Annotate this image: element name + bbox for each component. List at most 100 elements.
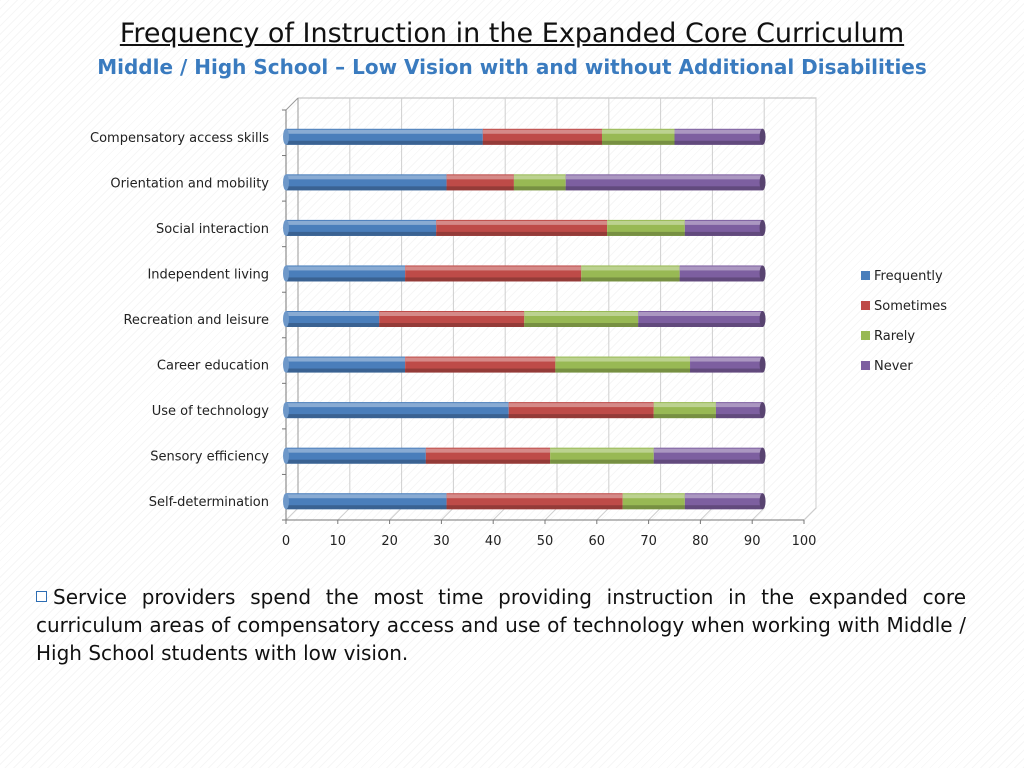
- x-tick-label: 40: [485, 534, 502, 549]
- bar-highlight: [482, 129, 602, 134]
- chart-grid: [285, 97, 817, 521]
- bar-start-cap: [283, 356, 289, 373]
- bar-highlight: [524, 312, 639, 316]
- category-label: Compensatory access skills: [90, 131, 269, 146]
- x-tick-label: 100: [792, 534, 817, 549]
- bar-end-cap: [759, 174, 766, 191]
- bar-shadow: [405, 277, 582, 282]
- bar-highlight: [601, 129, 675, 134]
- bar-highlight: [379, 312, 525, 316]
- bar-shadow: [653, 414, 716, 419]
- bar-end-cap: [759, 356, 766, 373]
- gridline-floor: [596, 507, 610, 521]
- bar-shadow: [286, 414, 509, 419]
- bar-shadow: [653, 459, 763, 464]
- bar-shadow: [601, 140, 675, 145]
- bar-shadow: [684, 505, 763, 510]
- bar-highlight: [405, 266, 582, 271]
- bar-highlight: [286, 129, 483, 134]
- bar-shadow: [446, 186, 514, 191]
- bar-shadow: [286, 231, 437, 236]
- bar-shadow: [286, 186, 447, 191]
- bar-highlight: [286, 494, 447, 499]
- bar-shadow: [286, 323, 380, 327]
- bar-start-cap: [283, 265, 289, 282]
- bar-shadow: [286, 277, 406, 282]
- x-tick-label: 80: [692, 534, 709, 549]
- bar-shadow: [436, 231, 608, 236]
- category-label: Career education: [157, 359, 269, 374]
- bar-shadow: [684, 231, 763, 236]
- bar-shadow: [379, 323, 525, 327]
- bar-highlight: [286, 266, 406, 271]
- gridline-floor: [389, 507, 402, 521]
- bar-start-cap: [283, 174, 289, 191]
- bar-highlight: [286, 403, 509, 408]
- legend-label-frequently: Frequently: [874, 269, 943, 284]
- bar-shadow: [446, 505, 623, 510]
- gridline-floor: [648, 507, 661, 521]
- bar-highlight: [405, 357, 556, 362]
- gridline-floor: [544, 507, 558, 521]
- x-tick-label: 10: [330, 534, 347, 549]
- bar-highlight: [690, 357, 763, 362]
- summary-note: Service providers spend the most time pr…: [36, 583, 966, 667]
- y-axis-wall-top: [285, 97, 299, 111]
- bar-start-cap: [283, 493, 289, 510]
- bar-highlight: [550, 448, 654, 453]
- bar-highlight: [286, 220, 437, 225]
- x-tick-label: 70: [640, 534, 657, 549]
- bar-highlight: [653, 403, 716, 408]
- bar-shadow: [513, 186, 566, 191]
- bar-end-cap: [759, 493, 766, 510]
- bar-start-cap: [283, 402, 289, 419]
- category-label: Self-determination: [149, 495, 269, 510]
- bar-highlight: [555, 357, 691, 362]
- bar-shadow: [482, 140, 602, 145]
- bar-highlight: [286, 175, 447, 180]
- legend-swatch-frequently: [861, 271, 870, 280]
- gridline-floor: [337, 507, 351, 521]
- bar-start-cap: [283, 219, 289, 236]
- legend-label-never: Never: [874, 359, 913, 374]
- bar-end-cap: [759, 265, 766, 282]
- bar-shadow: [286, 505, 447, 510]
- bar-highlight: [513, 175, 566, 180]
- legend-swatch-sometimes: [861, 301, 870, 310]
- legend-label-sometimes: Sometimes: [874, 299, 947, 314]
- bar-highlight: [715, 403, 763, 408]
- bar-end-cap: [759, 219, 766, 236]
- category-label: Orientation and mobility: [110, 176, 269, 191]
- bar-start-cap: [283, 447, 289, 464]
- bar-end-cap: [759, 311, 766, 327]
- bar-highlight: [674, 129, 763, 134]
- bar-shadow: [286, 368, 406, 373]
- bar-highlight: [607, 220, 685, 225]
- stacked-bar-chart: 0 10 20 30 40 50 60 70 80 90 100 Compensatory acces…: [90, 97, 947, 549]
- chart-labels: 0 10 20 30 40 50 60 70 80 90 100 Compensatory acces…: [90, 131, 816, 549]
- legend-swatch-never: [861, 361, 870, 370]
- category-label: Sensory efficiency: [150, 450, 269, 465]
- x-tick-label: 30: [433, 534, 450, 549]
- bar-highlight: [622, 494, 685, 499]
- bar-highlight: [684, 220, 763, 225]
- bar-highlight: [679, 266, 763, 271]
- gridline-floor: [751, 507, 765, 521]
- category-label: Social interaction: [156, 222, 269, 237]
- bar-start-cap: [283, 311, 289, 327]
- bar-shadow: [405, 368, 556, 373]
- legend-swatch-rarely: [861, 331, 870, 340]
- bar-highlight: [508, 403, 654, 408]
- bar-end-cap: [759, 447, 766, 464]
- x-tick-label: 60: [589, 534, 606, 549]
- legend-label-rarely: Rarely: [874, 329, 915, 344]
- chart-legend: Frequently Sometimes Rarely Never: [861, 269, 947, 374]
- bar-shadow: [715, 414, 763, 419]
- category-label: Use of technology: [152, 404, 270, 419]
- bar-shadow: [622, 505, 685, 510]
- bar-end-cap: [759, 402, 766, 419]
- category-label: Independent living: [147, 267, 269, 282]
- gridline-floor: [441, 507, 454, 521]
- bar-shadow: [425, 459, 551, 464]
- bar-shadow: [555, 368, 691, 373]
